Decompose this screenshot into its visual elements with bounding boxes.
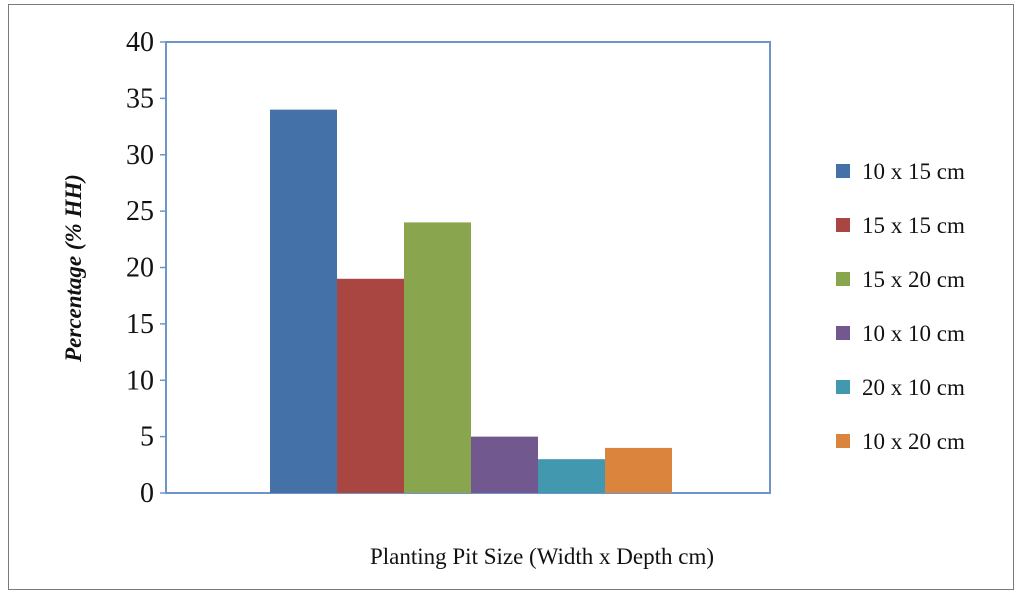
bar-15x20cm: [404, 222, 471, 493]
x-axis-title: Planting Pit Size (Width x Depth cm): [370, 544, 714, 569]
bar-10x20cm: [605, 447, 672, 493]
legend-swatch: [836, 218, 850, 232]
legend-swatch: [836, 326, 850, 340]
bar-15x15cm: [337, 278, 404, 493]
legend: 10 x 15 cm 15 x 15 cm 15 x 20 cm 10 x 10 cm…: [836, 159, 965, 454]
y-tick-label: 5: [140, 422, 154, 453]
bar-10x15cm: [270, 109, 337, 494]
y-tick-label: 25: [126, 196, 154, 227]
y-tick-label: 40: [126, 27, 154, 58]
legend-label: 15 x 15 cm: [862, 213, 965, 238]
legend-label: 10 x 10 cm: [862, 321, 965, 346]
legend-swatch: [836, 272, 850, 286]
y-tick-label: 10: [126, 365, 154, 396]
legend-label: 15 x 20 cm: [862, 267, 965, 292]
legend-label: 20 x 10 cm: [862, 375, 965, 400]
legend-label: 10 x 20 cm: [862, 429, 965, 454]
bars: [270, 109, 672, 494]
legend-swatch: [836, 164, 850, 178]
y-tick-label: 30: [126, 140, 154, 171]
legend-label: 10 x 15 cm: [862, 159, 965, 184]
bar-10x10cm: [471, 436, 538, 493]
bar-20x10cm: [538, 459, 605, 493]
y-tick-label: 35: [126, 83, 154, 114]
y-tick-label: 0: [140, 478, 154, 509]
y-axis-ticks: 0 5 10 15 20 25 30 35 40: [126, 27, 166, 509]
y-axis-title: Percentage (% HH): [61, 174, 86, 363]
y-tick-label: 15: [126, 309, 154, 340]
legend-swatch: [836, 380, 850, 394]
legend-swatch: [836, 434, 850, 448]
y-tick-label: 20: [126, 253, 154, 284]
